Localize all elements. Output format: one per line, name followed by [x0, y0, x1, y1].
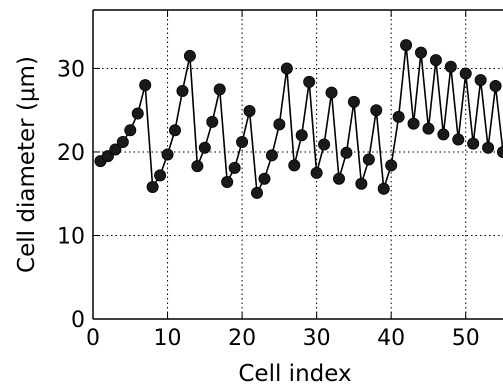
data-point [444, 60, 457, 73]
data-point [474, 74, 487, 87]
data-point [146, 181, 159, 194]
data-point [116, 135, 129, 148]
x-axis-title: Cell index [238, 361, 351, 387]
data-point [347, 95, 360, 108]
data-point [407, 117, 420, 130]
x-tick-label: 50 [452, 326, 480, 351]
data-point [452, 133, 465, 146]
data-point [273, 118, 286, 131]
data-point [332, 172, 345, 185]
data-point [206, 115, 219, 128]
data-point [370, 104, 383, 117]
data-point [310, 166, 323, 179]
data-point [168, 124, 181, 137]
data-point [467, 137, 480, 150]
data-point [280, 62, 293, 75]
x-tick-label: 0 [86, 326, 100, 351]
series-cell-diameter [94, 39, 503, 199]
data-point [236, 135, 249, 148]
data-point [265, 149, 278, 162]
data-point [497, 145, 503, 158]
data-point [385, 159, 398, 172]
data-point [228, 161, 241, 174]
data-point [139, 79, 152, 92]
data-point [482, 141, 495, 154]
y-tick-label: 30 [57, 57, 85, 82]
data-point [318, 138, 331, 151]
data-point [176, 85, 189, 98]
data-point [101, 150, 114, 163]
y-tick-label: 10 [57, 224, 85, 249]
y-axis-title: Cell diameter (μm) [14, 56, 40, 273]
data-point [161, 148, 174, 161]
data-point [489, 79, 502, 92]
data-point [437, 128, 450, 141]
data-point [303, 75, 316, 88]
data-point [198, 141, 211, 154]
data-point [250, 186, 263, 199]
x-tick-label: 10 [154, 326, 182, 351]
y-tick-label: 20 [57, 141, 85, 166]
data-point [191, 160, 204, 173]
data-point [131, 107, 144, 120]
data-point [109, 143, 122, 156]
data-point [183, 49, 196, 62]
data-point [288, 159, 301, 172]
axes [92, 9, 503, 320]
data-point [295, 129, 308, 142]
data-point [400, 39, 413, 52]
data-point [362, 153, 375, 166]
data-point [429, 54, 442, 67]
data-point [459, 67, 472, 80]
data-point [213, 83, 226, 96]
axis-labels: 0 10 20 30 40 50 0 10 20 30 Cell index Cell diamete… [14, 56, 480, 387]
data-point [154, 169, 167, 182]
data-point [124, 124, 137, 137]
data-point [414, 46, 427, 59]
y-tick-label: 0 [71, 308, 85, 333]
data-point [340, 146, 353, 159]
data-point [377, 182, 390, 195]
data-point [422, 122, 435, 135]
data-point [355, 177, 368, 190]
x-tick-label: 30 [303, 326, 331, 351]
data-point [325, 86, 338, 99]
data-point [243, 105, 256, 118]
data-point [258, 172, 271, 185]
data-point [392, 110, 405, 123]
x-tick-label: 20 [228, 326, 256, 351]
data-point [221, 176, 234, 189]
x-tick-label: 40 [377, 326, 405, 351]
